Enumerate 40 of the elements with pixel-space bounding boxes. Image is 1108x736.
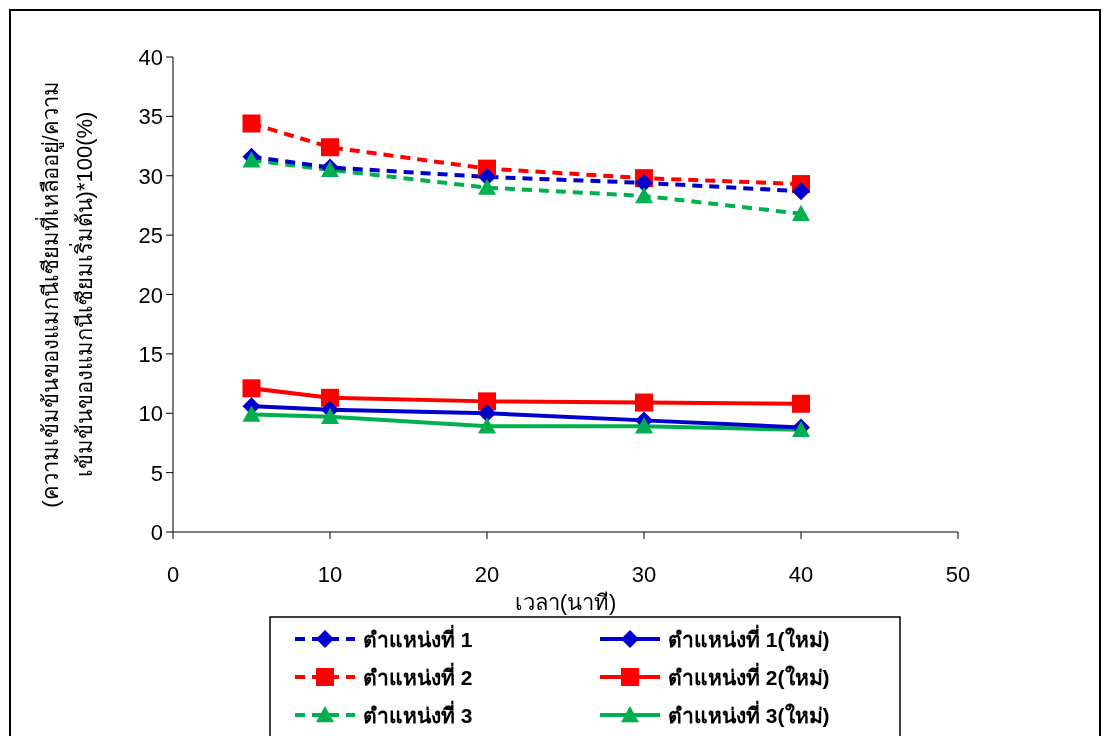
legend-label: ตำแหน่งที่ 2(ใหม่) [668,662,830,689]
point [242,114,261,133]
legend-label: ตำแหน่งที่ 2 [363,662,473,689]
x-tick-label: 30 [631,562,657,587]
y-tick-label: 30 [138,163,163,189]
legend-label: ตำแหน่งที่ 1(ใหม่) [668,624,830,651]
x-axis-title: เวลา(นาที) [514,590,617,615]
y-tick-label: 10 [138,401,163,427]
point [242,405,261,422]
legend-label: ตำแหน่งที่ 3 [363,700,473,727]
point [635,173,653,192]
point [792,394,810,413]
point [792,204,810,221]
y-tick-label: 25 [138,223,163,249]
point [478,178,496,195]
point [242,151,261,168]
x-tick-label: 20 [474,562,500,587]
point [478,404,496,423]
y-tick-label: 15 [138,341,163,367]
point [635,393,653,412]
x-tick-label: 40 [788,562,814,587]
point [321,407,339,425]
point [242,379,261,398]
y-tick-label: 40 [138,45,163,70]
point [478,392,496,411]
point [635,417,653,434]
legend-label: ตำแหน่งที่ 1 [363,624,473,651]
legend-label: ตำแหน่งที่ 3(ใหม่) [668,700,830,727]
y-tick-label: 0 [150,520,163,545]
y-tick-label: 20 [138,282,163,308]
x-tick-label: 10 [317,562,343,587]
x-tick-label: 50 [945,562,971,587]
point [478,417,496,434]
x-tick-label: 0 [166,562,180,587]
y-tick-label: 5 [150,460,163,486]
point [635,186,653,204]
point [792,182,810,201]
point [321,138,339,157]
y-tick-label: 35 [138,104,163,130]
y-axis-title: (ความเข้มข้นของแมกนีเซียมที่เหลืออยู่/ความ เข้มข้นของแมกนีเซียมเริ่มต้น)*100(%) [35,81,97,508]
